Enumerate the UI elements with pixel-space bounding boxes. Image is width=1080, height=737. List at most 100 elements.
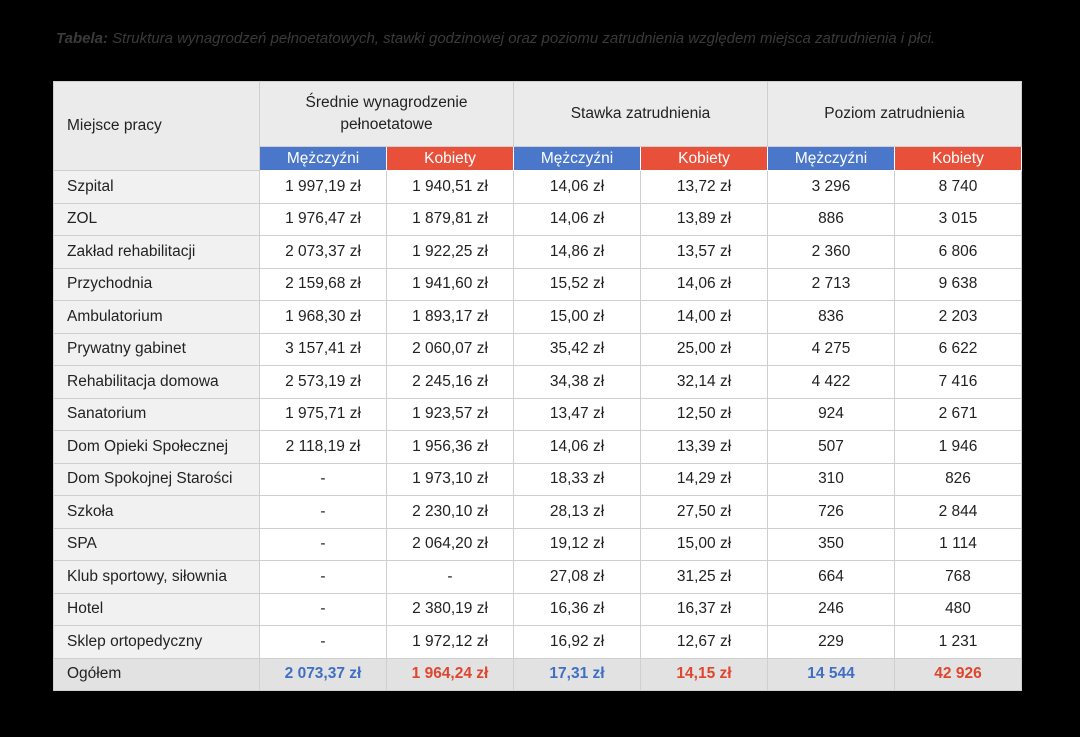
data-row: Rehabilitacja domowa 2 573,19 zł 2 245,16 …: [53, 365, 1022, 399]
cell: 19,12 zł: [513, 527, 641, 561]
cell: 1 946: [894, 430, 1022, 464]
cell: -: [386, 560, 514, 594]
row-label: Hotel: [53, 592, 260, 626]
cell: 2 159,68 zł: [259, 267, 387, 301]
cell: 12,50 zł: [640, 397, 768, 431]
row-label: Prywatny gabinet: [53, 332, 260, 366]
data-row: Prywatny gabinet 3 157,41 zł 2 060,07 zł 35…: [53, 332, 1022, 366]
cell: 229: [767, 625, 895, 659]
cell: 34,38 zł: [513, 365, 641, 399]
cell: 1 922,25 zł: [386, 235, 514, 269]
total-cell: 42 926: [894, 657, 1022, 691]
subheader: Mężczyźni: [513, 146, 641, 171]
cell: 2 203: [894, 300, 1022, 334]
data-row: Zakład rehabilitacji 2 073,37 zł 1 922,25 …: [53, 235, 1022, 269]
cell: 16,37 zł: [640, 592, 768, 626]
cell: 25,00 zł: [640, 332, 768, 366]
cell: 6 806: [894, 235, 1022, 269]
cell: 664: [767, 560, 895, 594]
cell: 18,33 zł: [513, 462, 641, 496]
cell: 12,67 zł: [640, 625, 768, 659]
cell: 350: [767, 527, 895, 561]
group-header: Stawka zatrudnienia: [513, 81, 768, 147]
cell: 2 245,16 zł: [386, 365, 514, 399]
cell: 32,14 zł: [640, 365, 768, 399]
cell: 15,52 zł: [513, 267, 641, 301]
cell: 13,47 zł: [513, 397, 641, 431]
row-label: Dom Opieki Społecznej: [53, 430, 260, 464]
row-label: SPA: [53, 527, 260, 561]
data-row: Przychodnia 2 159,68 zł 1 941,60 zł 15,52 z…: [53, 267, 1022, 301]
cell: 2 064,20 zł: [386, 527, 514, 561]
cell: 1 231: [894, 625, 1022, 659]
cell: 14,06 zł: [640, 267, 768, 301]
data-row: Dom Spokojnej Starości -1 973,10 zł 18,33 …: [53, 462, 1022, 496]
cell: 1 941,60 zł: [386, 267, 514, 301]
cell: 1 972,12 zł: [386, 625, 514, 659]
total-cell: 14 544: [767, 657, 895, 691]
cell: 1 923,57 zł: [386, 397, 514, 431]
row-label: Szkoła: [53, 495, 260, 529]
cell: 35,42 zł: [513, 332, 641, 366]
cell: 2 573,19 zł: [259, 365, 387, 399]
cell: 4 275: [767, 332, 895, 366]
cell: 14,06 zł: [513, 202, 641, 236]
header-row: Miejsce pracy Średnie wynagrodzenie pełno…: [53, 81, 1022, 171]
cell: 2 118,19 zł: [259, 430, 387, 464]
subheader: Kobiety: [640, 146, 768, 171]
cell: 507: [767, 430, 895, 464]
cell: 7 416: [894, 365, 1022, 399]
subheader: Mężczyźni: [259, 146, 387, 171]
row-label: Rehabilitacja domowa: [53, 365, 260, 399]
cell: 1 997,19 zł: [259, 170, 387, 204]
cell: 27,08 zł: [513, 560, 641, 594]
cell: -: [259, 592, 387, 626]
cell: 2 380,19 zł: [386, 592, 514, 626]
total-cell: 14,15 zł: [640, 657, 768, 691]
data-row: Szpital 1 997,19 zł 1 940,51 zł 14,06 zł 13,…: [53, 170, 1022, 204]
data-row: Szkoła -2 230,10 zł 28,13 zł 27,50 zł 726 2 8…: [53, 495, 1022, 529]
cell: 826: [894, 462, 1022, 496]
group-header: Poziom zatrudnienia: [767, 81, 1022, 147]
subheader: Kobiety: [894, 146, 1022, 171]
data-row: Dom Opieki Społecznej 2 118,19 zł 1 956,36…: [53, 430, 1022, 464]
cell: 886: [767, 202, 895, 236]
cell: 3 015: [894, 202, 1022, 236]
cell: 768: [894, 560, 1022, 594]
cell: 836: [767, 300, 895, 334]
cell: 15,00 zł: [513, 300, 641, 334]
row-label: Dom Spokojnej Starości: [53, 462, 260, 496]
cell: 4 422: [767, 365, 895, 399]
subheader-row: Mężczyźni Kobiety Mężczyźni Kobiety Mężczyźn…: [54, 146, 1022, 171]
total-row: Ogółem 2 073,37 zł 1 964,24 zł 17,31 zł 14,1…: [53, 657, 1022, 691]
cell: 28,13 zł: [513, 495, 641, 529]
total-cell: 1 964,24 zł: [386, 657, 514, 691]
cell: 2 671: [894, 397, 1022, 431]
cell: 2 230,10 zł: [386, 495, 514, 529]
cell: 14,06 zł: [513, 430, 641, 464]
cell: 13,39 zł: [640, 430, 768, 464]
total-cell: 2 073,37 zł: [259, 657, 387, 691]
data-row: ZOL 1 976,47 zł 1 879,81 zł 14,06 zł 13,89 z…: [53, 202, 1022, 236]
subheader: Kobiety: [386, 146, 514, 171]
cell: 15,00 zł: [640, 527, 768, 561]
caption-text: Struktura wynagrodzeń pełnoetatowych, st…: [112, 30, 936, 47]
cell: 246: [767, 592, 895, 626]
total-cell: 17,31 zł: [513, 657, 641, 691]
cell: 8 740: [894, 170, 1022, 204]
cell: 13,57 zł: [640, 235, 768, 269]
cell: 1 893,17 zł: [386, 300, 514, 334]
data-row: Sklep ortopedyczny -1 972,12 zł 16,92 zł 12…: [53, 625, 1022, 659]
row-label: Szpital: [53, 170, 260, 204]
cell: 3 157,41 zł: [259, 332, 387, 366]
row-label: Klub sportowy, siłownia: [53, 560, 260, 594]
row-label: Ogółem: [53, 657, 260, 691]
cell: 2 713: [767, 267, 895, 301]
data-row: Hotel -2 380,19 zł 16,36 zł 16,37 zł 246 480: [53, 592, 1022, 626]
row-label: Przychodnia: [53, 267, 260, 301]
cell: 13,89 zł: [640, 202, 768, 236]
cell: 16,36 zł: [513, 592, 641, 626]
data-row: Klub sportowy, siłownia - -27,08 zł 31,25 z…: [53, 560, 1022, 594]
cell: 1 973,10 zł: [386, 462, 514, 496]
